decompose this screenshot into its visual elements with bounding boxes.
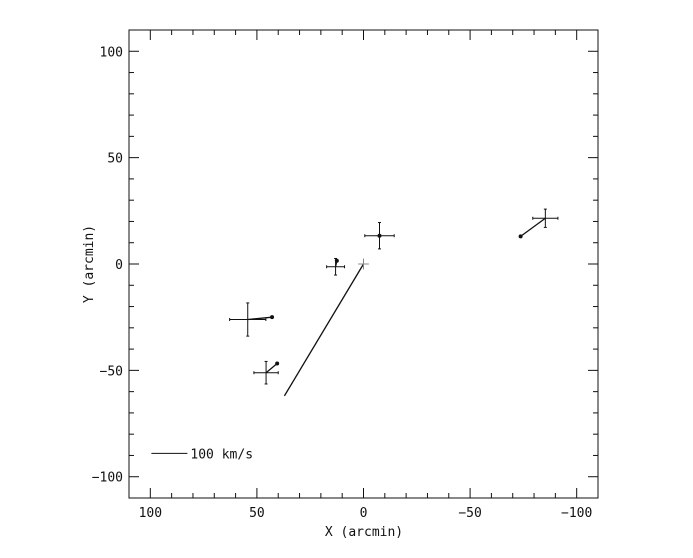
data-point [326,257,346,276]
x-tick-label: 0 [360,506,368,521]
vector-endpoint [518,234,523,239]
x-axis-label: X (arcmin) [325,525,403,540]
data-point [229,302,275,337]
y-tick-label: −50 [100,364,123,379]
velocity-vector [247,316,273,321]
data-point [253,360,280,385]
velocity-vector [265,363,278,374]
y-axis-label: Y (arcmin) [82,225,97,303]
velocity-vector [520,217,546,237]
center-velocity-vector [283,263,365,397]
vector-endpoint [377,233,382,238]
y-tick-label: 0 [115,258,123,273]
y-tick-label: 100 [100,45,123,60]
vector-endpoint [275,361,280,366]
data-point [364,222,395,250]
x-tick-label: −50 [458,506,481,521]
vector-endpoint [270,315,275,320]
y-tick-label: 50 [107,152,123,167]
vector-endpoint [334,258,339,263]
x-tick-label: −100 [561,506,592,521]
data-point [518,208,559,239]
x-tick-label: 100 [139,506,162,521]
scale-bar-label: 100 km/s [190,447,253,462]
x-tick-label: 50 [249,506,265,521]
y-tick-label: −100 [92,471,123,486]
